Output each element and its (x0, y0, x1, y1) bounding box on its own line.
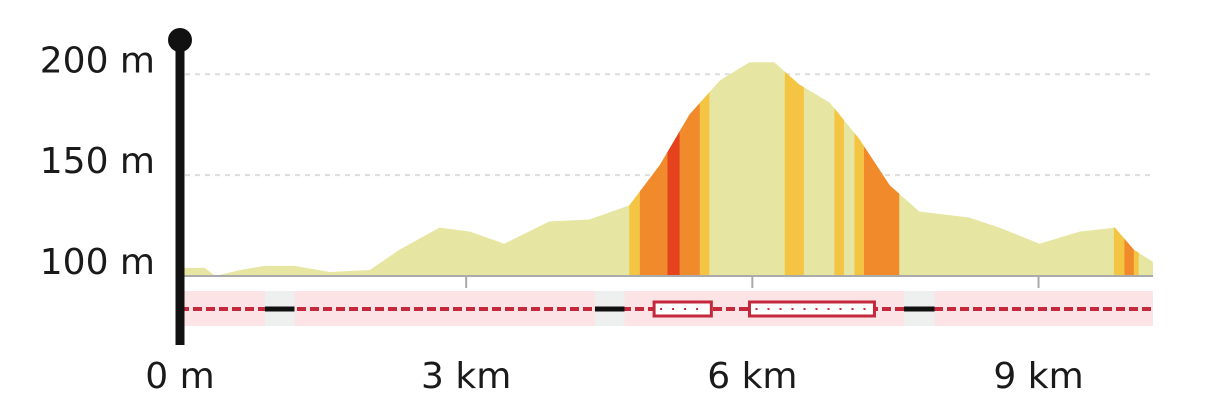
slope-band (679, 62, 700, 276)
x-tick-label: 9 km (993, 356, 1083, 397)
x-tick-label: 0 m (145, 356, 214, 397)
slope-band (1124, 62, 1134, 276)
slope-band (834, 62, 844, 276)
slope-band (863, 62, 900, 276)
slope-band (784, 62, 804, 276)
slope-band (1133, 62, 1139, 276)
slope-band (667, 62, 680, 276)
x-tick-label: 3 km (421, 356, 511, 397)
surface-box (652, 300, 713, 318)
y-tick-label: 200 m (40, 40, 155, 81)
slope-band (854, 62, 864, 276)
slope-band (639, 62, 668, 276)
slope-band (699, 62, 710, 276)
y-axis-cap (168, 28, 192, 52)
slope-band (629, 62, 640, 276)
y-tick-label: 150 m (40, 141, 155, 182)
slope-band (1113, 62, 1125, 276)
x-tick-label: 6 km (707, 356, 797, 397)
surface-box (747, 300, 876, 318)
y-tick-label: 100 m (40, 242, 155, 283)
